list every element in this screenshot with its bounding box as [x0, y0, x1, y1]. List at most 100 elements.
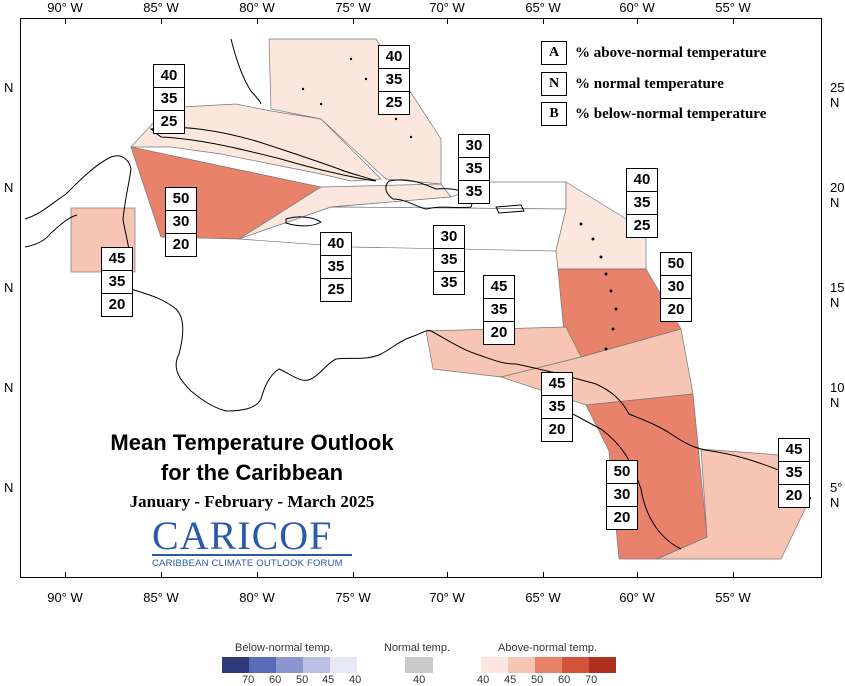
- lon-label: 70° W: [429, 590, 465, 605]
- colorbar-tick: 50: [531, 674, 544, 686]
- lat-label: 25° N: [830, 80, 845, 110]
- abn-box-trinidad-venezuela: 45 35 20: [541, 372, 573, 442]
- lat-label: N: [4, 480, 14, 495]
- key-below: B % below-normal temperature: [541, 102, 766, 126]
- island-mark: [604, 272, 608, 276]
- colorbar-tick: 45: [504, 674, 517, 686]
- abn-box-windward-islands: 50 30 20: [660, 252, 692, 322]
- tick: [637, 18, 638, 24]
- lon-label: 55° W: [715, 0, 751, 15]
- abn-below: 20: [548, 421, 566, 438]
- logo-wordmark: CARICOF: [152, 513, 333, 558]
- abn-below: 20: [785, 487, 803, 504]
- island-mark: [614, 307, 618, 311]
- caricof-logo: CARICOF CARIBBEAN CLIMATE OUTLOOK FORUM: [148, 513, 358, 574]
- abn-above: 40: [321, 233, 351, 256]
- colorbar-swatch-below-50: [276, 657, 303, 673]
- tick: [161, 18, 162, 24]
- coast-jamaica: [285, 216, 322, 227]
- coast-south-america: [430, 330, 812, 500]
- island-mark: [591, 237, 595, 241]
- abn-box-jamaica-cayman: 40 35 25: [320, 232, 352, 302]
- island-mark: [319, 102, 323, 106]
- key-label: % below-normal temperature: [575, 105, 767, 122]
- lat-label: 20° N: [830, 180, 845, 210]
- abn-below: 25: [633, 217, 651, 234]
- abn-box-hispaniola-north: 30 35 35: [458, 134, 490, 204]
- coastlines: [24, 38, 812, 550]
- abn-below: 35: [440, 274, 458, 291]
- lon-label: 90° W: [47, 590, 83, 605]
- key-letter: N: [541, 72, 567, 96]
- lat-label: N: [4, 280, 14, 295]
- colorbar-below-title: Below-normal temp.: [235, 642, 333, 654]
- abn-above: 45: [542, 373, 572, 396]
- lat-label: 10° N: [830, 380, 845, 410]
- coast-florida: [230, 38, 262, 105]
- abn-above: 40: [379, 46, 409, 69]
- island-mark: [611, 327, 615, 331]
- abn-normal: 30: [166, 211, 196, 234]
- abn-box-gulf-bahamas-west: 40 35 25: [153, 64, 185, 134]
- coast-gulf-mexico: [24, 214, 78, 248]
- coast-puerto-rico: [495, 204, 525, 214]
- abn-normal: 35: [434, 249, 464, 272]
- logo-rule: [152, 554, 352, 556]
- colorbar-tick: 40: [349, 674, 362, 686]
- lat-labels-right: 25° N 20° N 15° N 10° N 5° N: [830, 0, 845, 600]
- island-mark: [409, 135, 413, 139]
- tick: [543, 572, 544, 578]
- abn-above: 50: [661, 253, 691, 276]
- key-label: % normal temperature: [575, 75, 724, 92]
- lon-label: 55° W: [715, 590, 751, 605]
- abn-below: 35: [465, 183, 483, 200]
- colorbar-tick: 70: [585, 674, 598, 686]
- abn-below: 20: [613, 509, 631, 526]
- lat-label: N: [4, 180, 14, 195]
- lat-label: 15° N: [830, 280, 845, 310]
- abn-below: 20: [108, 296, 126, 313]
- logo-tagline: CARIBBEAN CLIMATE OUTLOOK FORUM: [152, 558, 343, 569]
- island-mark: [599, 255, 603, 259]
- abn-above: 45: [102, 248, 132, 271]
- lon-label: 65° W: [525, 590, 561, 605]
- abn-below: 20: [667, 301, 685, 318]
- colorbar-swatch-below-40: [330, 657, 357, 673]
- tick: [447, 572, 448, 578]
- lat-label: N: [4, 380, 14, 395]
- abn-box-leeward-islands: 40 35 25: [626, 168, 658, 238]
- abn-box-guyana: 50 30 20: [606, 460, 638, 530]
- colorbar-tick: 40: [413, 674, 426, 686]
- colorbar-swatch-above-40: [481, 657, 508, 673]
- island-mark: [609, 289, 613, 293]
- abn-above: 45: [779, 439, 809, 462]
- colorbar-tick: 45: [322, 674, 335, 686]
- lon-label: 90° W: [47, 0, 83, 15]
- colorbar-tick: 40: [477, 674, 490, 686]
- island-mark: [364, 77, 368, 81]
- colorbar-swatch-below-45: [303, 657, 330, 673]
- tick: [543, 18, 544, 24]
- abn-above: 30: [434, 226, 464, 249]
- map-period: January - February - March 2025: [129, 492, 375, 511]
- tick: [733, 18, 734, 24]
- abn-box-western-caribbean: 50 30 20: [165, 187, 197, 257]
- tick: [65, 18, 66, 24]
- colorbar-tick: 70: [242, 674, 255, 686]
- tick: [353, 18, 354, 24]
- colorbar-tick: 60: [269, 674, 282, 686]
- abn-normal: 30: [661, 276, 691, 299]
- tick: [161, 572, 162, 578]
- tick: [257, 18, 258, 24]
- abn-above: 45: [484, 276, 514, 299]
- tick: [257, 572, 258, 578]
- island-mark: [579, 222, 583, 226]
- tick: [65, 572, 66, 578]
- tick: [353, 572, 354, 578]
- map-title-line2: for the Caribbean: [160, 460, 344, 485]
- colorbar-tick: 60: [558, 674, 571, 686]
- colorbar-normal-title: Normal temp.: [384, 642, 451, 654]
- lat-label: N: [4, 80, 14, 95]
- lon-label: 65° W: [525, 0, 561, 15]
- tick: [447, 18, 448, 24]
